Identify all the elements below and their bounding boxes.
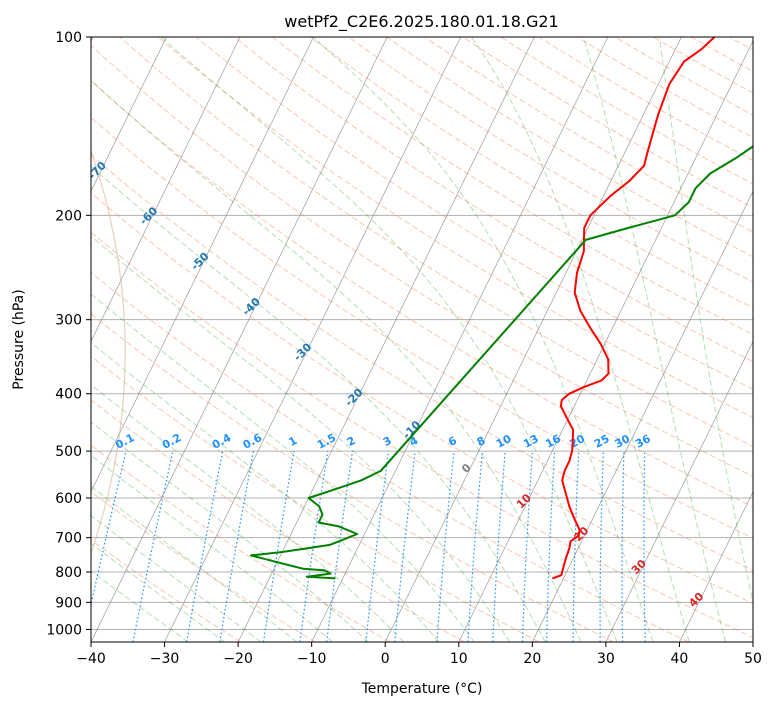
mixing-ratio-label: 30	[613, 432, 633, 451]
isotherm-line	[91, 37, 388, 642]
mixing-ratio-line	[365, 451, 390, 642]
y-tick-label: 100	[55, 30, 82, 46]
dry-adiabat	[272, 37, 753, 335]
moist-adiabat	[582, 37, 727, 642]
mixing-ratio-label: 13	[521, 432, 541, 451]
y-tick-label: 400	[55, 387, 82, 403]
isotherm-line	[91, 37, 167, 193]
y-tick-label: 1000	[46, 622, 82, 638]
dry-adiabat	[91, 116, 753, 539]
x-tick-label: −40	[76, 651, 106, 667]
isotherm-line	[531, 190, 753, 642]
isotherm-line	[311, 37, 609, 642]
moist-adiabat	[91, 485, 298, 642]
x-tick-label: −10	[297, 651, 327, 667]
x-tick-label: 20	[523, 651, 541, 667]
moist-adiabat	[91, 421, 369, 642]
isotherm-line	[679, 490, 753, 642]
dry-adiabat	[91, 271, 689, 642]
x-tick-label: 0	[381, 651, 390, 667]
mixing-ratio-label: 16	[543, 432, 563, 451]
isotherm-line	[91, 37, 314, 493]
isotherm-line	[91, 37, 241, 343]
mixing-ratio-line	[186, 450, 224, 642]
moist-adiabat	[658, 37, 753, 605]
mixing-ratio-label: 25	[592, 432, 612, 451]
isotherm-line	[605, 340, 753, 642]
x-tick-label: 40	[671, 651, 689, 667]
dry-adiabat	[91, 399, 465, 642]
chart-title: wetPf2_C2E6.2025.180.01.18.G21	[284, 12, 558, 32]
isotherm-line	[384, 37, 682, 642]
dry-adiabat	[538, 37, 753, 162]
dry-adiabat	[424, 37, 753, 233]
y-tick-label: 200	[55, 208, 82, 224]
y-tick-label: 600	[55, 491, 82, 507]
moist-adiabat	[91, 79, 582, 642]
moist-adiabat	[91, 384, 404, 642]
dry-adiabat	[91, 154, 753, 571]
dry-adiabat	[91, 80, 753, 508]
dry-adiabat	[195, 37, 753, 390]
axes: −40 −30 −20 −10 0 10 20 30 40 50 100 200 300 400 500 60…	[46, 30, 762, 667]
mixing-ratio-label: 36	[633, 432, 653, 451]
moist-adiabat	[91, 454, 334, 642]
moist-adiabat	[312, 37, 654, 642]
mixing-ratio-line	[326, 451, 354, 642]
dry-adiabat	[386, 37, 753, 258]
dry-adiabat	[91, 444, 391, 642]
x-tick-label: −30	[150, 651, 180, 667]
isotherm-line	[237, 37, 535, 642]
y-tick-label: 700	[55, 531, 82, 547]
reference-curve	[91, 148, 126, 556]
dry-adiabat	[91, 192, 753, 604]
temperature-profile	[552, 37, 716, 580]
x-tick-label: 50	[744, 651, 762, 667]
dewpoint-profile	[250, 145, 753, 580]
y-tick-label: 800	[55, 565, 82, 581]
mixing-ratio-line	[219, 450, 255, 642]
moist-adiabat	[91, 235, 511, 642]
moist-adiabat	[160, 37, 618, 642]
dry-adiabat	[91, 313, 614, 642]
x-axis-label: Temperature (°C)	[361, 681, 483, 697]
x-tick-label: −20	[223, 651, 253, 667]
dry-adiabat	[91, 44, 753, 477]
mixing-ratio-label: 10	[494, 432, 514, 451]
mixing-ratio-line	[262, 450, 295, 642]
plot-area: 0.10.20.40.611.52346810131620253036-100-…	[91, 37, 753, 642]
y-tick-label: 300	[55, 313, 82, 329]
y-tick-label: 900	[55, 595, 82, 611]
plot-frame	[90, 36, 754, 643]
mixing-ratio-line	[132, 450, 174, 642]
dry-adiabat	[91, 491, 316, 642]
isotherm-line	[164, 37, 462, 642]
y-axis-label: Pressure (hPa)	[11, 289, 27, 389]
x-tick-label: 30	[597, 651, 615, 667]
dry-adiabat	[500, 37, 753, 185]
dry-adiabat	[233, 37, 753, 363]
x-tick-label: 10	[450, 651, 468, 667]
dry-adiabat	[91, 231, 753, 638]
moist-adiabat	[91, 342, 440, 642]
isotherm-line	[458, 40, 753, 642]
moist-adiabat	[91, 293, 475, 642]
y-tick-label: 500	[55, 444, 82, 460]
moist-adiabat	[91, 165, 546, 642]
